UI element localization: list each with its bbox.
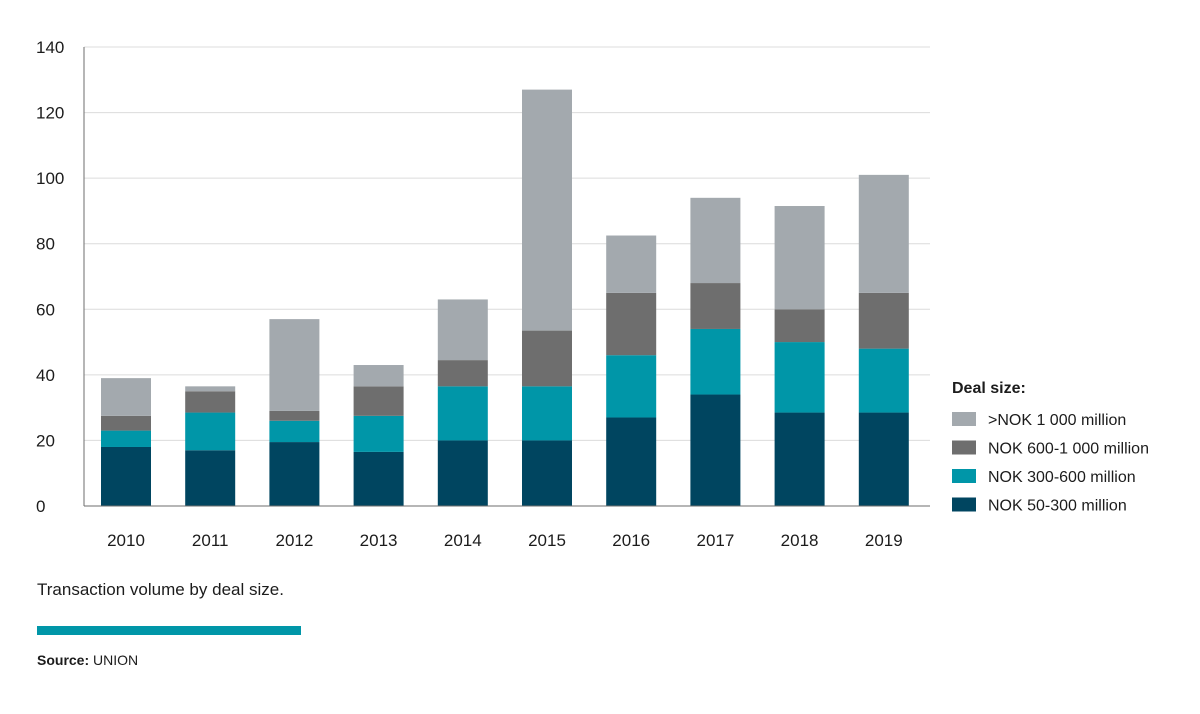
legend-title: Deal size: xyxy=(952,380,1026,397)
bar-segment xyxy=(690,283,741,329)
x-tick-label: 2011 xyxy=(192,531,229,550)
legend: Deal size: >NOK 1 000 million NOK 600-1 0… xyxy=(952,380,1149,515)
bar-segment xyxy=(437,299,488,361)
legend-label: NOK 300-600 million xyxy=(988,469,1136,486)
bar-segment xyxy=(437,440,488,506)
y-tick-label: 120 xyxy=(36,104,64,123)
bar-segment xyxy=(269,319,320,411)
x-tick-labels: 2010 2011 2012 2013 2014 2015 2016 2017 2018 2019 xyxy=(107,531,903,550)
y-tick-labels: 0 20 40 60 80 100 120 140 xyxy=(36,38,64,516)
bar-segment xyxy=(185,412,236,451)
bar-segment xyxy=(269,442,320,506)
y-tick-label: 20 xyxy=(36,431,55,450)
accent-bar xyxy=(37,626,301,635)
legend-swatch xyxy=(952,469,976,483)
legend-swatch xyxy=(952,412,976,426)
bar-segment xyxy=(606,417,657,506)
bar-segment xyxy=(606,355,657,418)
bar-segment xyxy=(522,440,572,506)
x-tick-label: 2017 xyxy=(696,531,734,550)
legend-label: >NOK 1 000 million xyxy=(988,412,1126,429)
bar-segment xyxy=(858,174,909,293)
bar-segment xyxy=(606,292,657,356)
bar-segment xyxy=(353,451,404,506)
chart-caption: Transaction volume by deal size. xyxy=(37,580,284,599)
bar-segment xyxy=(522,330,572,387)
x-tick-label: 2016 xyxy=(612,531,650,550)
bar-segment xyxy=(774,309,825,343)
legend-label: NOK 600-1 000 million xyxy=(988,441,1149,458)
source-value: UNION xyxy=(93,652,139,668)
x-tick-label: 2012 xyxy=(275,531,313,550)
x-tick-label: 2014 xyxy=(444,531,482,550)
bar-segment xyxy=(185,386,236,392)
bar-segment xyxy=(101,446,151,506)
bar-segment xyxy=(101,378,151,416)
source-line: Source: UNION xyxy=(37,652,138,668)
bar-segment xyxy=(185,450,236,506)
bar-segment xyxy=(353,365,404,387)
bar-segment xyxy=(269,410,320,421)
bar-segment xyxy=(774,412,825,506)
bar-segment xyxy=(690,197,741,284)
x-tick-label: 2015 xyxy=(528,531,566,550)
y-tick-label: 100 xyxy=(36,169,64,188)
bar-segment xyxy=(858,412,909,506)
y-tick-label: 80 xyxy=(36,235,55,254)
bar-segment xyxy=(353,415,404,452)
x-tick-label: 2019 xyxy=(865,531,903,550)
x-tick-label: 2013 xyxy=(360,531,398,550)
bar-segment xyxy=(101,430,151,447)
y-tick-label: 140 xyxy=(36,38,64,57)
axes xyxy=(83,47,930,507)
x-tick-label: 2018 xyxy=(781,531,819,550)
bar-segment xyxy=(858,348,909,413)
y-tick-label: 40 xyxy=(36,366,55,385)
bar-segment xyxy=(101,415,151,431)
legend-swatch xyxy=(952,497,976,512)
gridlines xyxy=(84,46,930,441)
legend-label: NOK 50-300 million xyxy=(988,498,1127,515)
bars xyxy=(101,89,909,506)
bar-segment xyxy=(774,342,825,413)
bar-segment xyxy=(774,206,825,310)
x-tick-label: 2010 xyxy=(107,531,145,550)
bar-segment xyxy=(858,292,909,349)
legend-swatch xyxy=(952,440,976,455)
bar-segment xyxy=(522,386,572,441)
bar-segment xyxy=(185,391,236,413)
source-label: Source: xyxy=(37,652,90,668)
bar-segment xyxy=(269,420,320,443)
bar-segment xyxy=(690,328,741,395)
bar-segment xyxy=(437,386,488,441)
bar-segment xyxy=(606,235,657,293)
bar-segment xyxy=(522,89,572,331)
bar-segment xyxy=(437,360,488,387)
y-tick-label: 0 xyxy=(36,497,45,516)
bar-segment xyxy=(690,394,741,506)
bar-segment xyxy=(353,386,404,416)
y-tick-label: 60 xyxy=(36,300,55,319)
